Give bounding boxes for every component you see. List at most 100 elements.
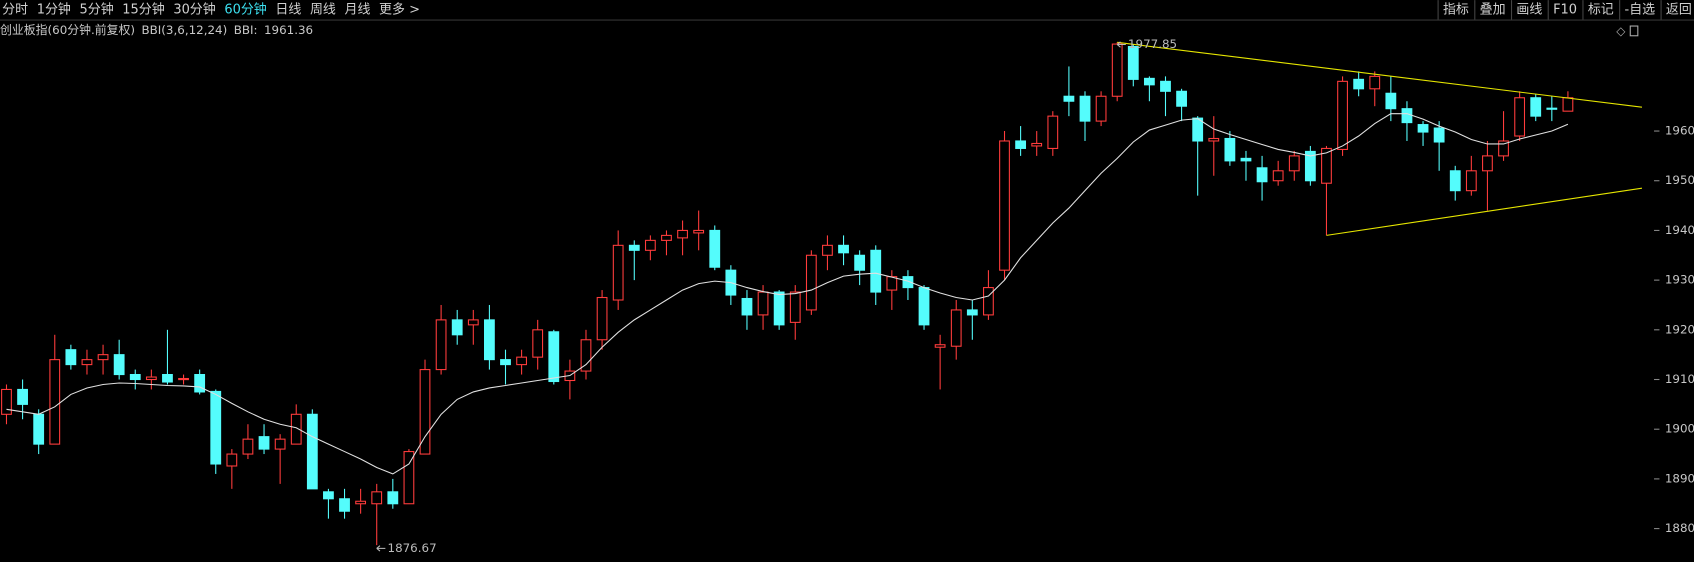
y-tick-label: 1950: [1665, 173, 1694, 187]
candle-body: [661, 234, 672, 241]
candle-body: [274, 438, 286, 450]
candle-body: [612, 244, 624, 301]
candle-body: [210, 390, 222, 465]
candle-body: [226, 453, 238, 467]
tool-button[interactable]: 画线: [1516, 2, 1542, 17]
candle-body: [773, 291, 785, 326]
candle-body: [1514, 97, 1526, 137]
candle-body: [49, 359, 61, 445]
candle-body: [709, 229, 721, 268]
y-tick-label: 1960: [1665, 124, 1694, 138]
candle-body: [1208, 137, 1220, 142]
y-tick-label: 1940: [1665, 223, 1694, 237]
period-tab[interactable]: 周线: [310, 2, 336, 17]
candle-body: [1192, 117, 1204, 142]
icon-panel[interactable]: [1629, 25, 1639, 37]
candle-body: [1, 388, 12, 415]
candle-body: [644, 239, 656, 251]
period-tab[interactable]: 15分钟: [122, 1, 164, 17]
candle-body: [451, 319, 463, 336]
indicator-name: BBI(3,6,12,24): [142, 23, 228, 37]
candle-body: [757, 291, 769, 316]
candle-body: [145, 376, 157, 381]
candle-body: [435, 319, 447, 371]
candle-body: [628, 244, 640, 251]
candle-body: [162, 374, 173, 383]
annotation-label: 1876.67: [388, 541, 437, 555]
candle-body: [1240, 157, 1252, 162]
candle-body: [258, 436, 270, 450]
candle-body: [242, 438, 254, 455]
y-tick-label: 1890: [1665, 471, 1694, 485]
tool-button[interactable]: 标记: [1588, 2, 1614, 17]
candle-body: [339, 498, 350, 512]
trendline: [1117, 41, 1643, 108]
candle-body: [1337, 80, 1348, 150]
candle-body: [1256, 167, 1268, 183]
candle-body: [1482, 155, 1493, 172]
candle-body: [1321, 147, 1332, 184]
candle-body: [516, 356, 527, 366]
period-tab[interactable]: 60分钟: [224, 1, 266, 17]
candle-body: [548, 331, 560, 383]
candle-body: [1304, 150, 1316, 182]
candle-body: [1401, 108, 1413, 124]
y-tick-label: 1900: [1665, 422, 1694, 436]
candle-body: [371, 491, 383, 505]
candle-body: [1353, 78, 1365, 90]
tool-button[interactable]: F10: [1553, 2, 1577, 17]
y-tick-label: 1920: [1665, 322, 1694, 336]
candle-body: [290, 413, 302, 445]
candle-body: [323, 491, 334, 500]
bbi-line: [6, 113, 1569, 475]
candle-body: [1272, 170, 1284, 182]
period-tab[interactable]: 分时: [2, 2, 28, 17]
candle-body: [1160, 80, 1171, 92]
candle-body: [1449, 170, 1461, 192]
annotation-arrow: [1116, 41, 1126, 48]
candle-body: [1063, 95, 1075, 102]
candle-body: [17, 388, 28, 405]
candle-body: [1176, 90, 1187, 107]
tool-button[interactable]: -自选: [1625, 2, 1656, 17]
period-tab[interactable]: 更多 >: [379, 2, 420, 17]
annotation-label: 1977.85: [1128, 37, 1177, 51]
candle-body: [403, 451, 415, 505]
candle-body: [1465, 170, 1477, 192]
y-tick-label: 1930: [1665, 273, 1694, 287]
candle-body: [1385, 92, 1397, 110]
candle-body: [467, 319, 479, 326]
candle-body: [1143, 77, 1155, 86]
candle-body: [596, 296, 608, 341]
period-tab[interactable]: 30分钟: [173, 1, 215, 17]
candle-body: [129, 374, 141, 381]
candle-body: [178, 377, 189, 381]
period-tab[interactable]: 月线: [345, 2, 371, 17]
tool-button[interactable]: 返回: [1666, 2, 1692, 17]
candle-body: [918, 287, 930, 326]
candle-body: [741, 297, 753, 316]
tool-button[interactable]: 叠加: [1480, 2, 1506, 17]
period-tab[interactable]: 日线: [275, 2, 301, 17]
candle-body: [1079, 95, 1091, 122]
candle-body: [886, 276, 898, 291]
candle-body: [966, 309, 978, 316]
candle-body: [1111, 43, 1123, 97]
candle-body: [1498, 140, 1509, 157]
tool-button[interactable]: 指标: [1443, 2, 1469, 17]
candle-body: [822, 244, 833, 256]
icon-diamond[interactable]: ◇: [1616, 24, 1626, 38]
period-tab[interactable]: 1分钟: [37, 1, 71, 17]
candle-body: [902, 276, 914, 289]
candle-body: [1369, 75, 1381, 90]
candle-body: [934, 344, 946, 348]
candle-body: [693, 229, 705, 234]
period-tab[interactable]: 5分钟: [80, 1, 114, 17]
candle-body: [1031, 142, 1043, 147]
candle-body: [1015, 140, 1027, 149]
candle-body: [1288, 155, 1300, 172]
candle-body: [65, 349, 77, 366]
